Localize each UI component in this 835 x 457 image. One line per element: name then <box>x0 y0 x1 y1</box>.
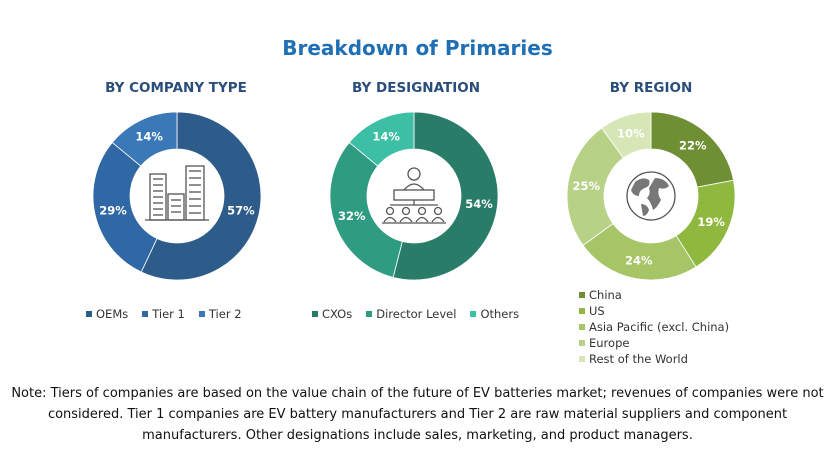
donut-slice <box>329 141 403 278</box>
legend-item: Europe <box>579 336 729 350</box>
legend-swatch <box>198 311 205 317</box>
slice-data-label: 19% <box>697 215 725 229</box>
slice-data-label: 25% <box>573 179 601 193</box>
legend-label: Asia Pacific (excl. China) <box>589 320 730 334</box>
legend-item: Rest of the World <box>579 352 729 366</box>
legend-item: OEMs <box>86 307 128 321</box>
legend-swatch <box>579 340 585 346</box>
legend-swatch <box>579 292 585 298</box>
donut-slice <box>601 111 652 159</box>
globe-icon <box>626 171 676 221</box>
slice-data-label: 24% <box>625 253 653 267</box>
legend-company-type: OEMs Tier 1 Tier 2 <box>86 307 242 321</box>
legend-label: Europe <box>589 336 630 350</box>
slice-data-label: 14% <box>372 130 400 144</box>
donut-slice <box>92 141 158 273</box>
footnote: Note: Tiers of companies are based on th… <box>11 386 824 443</box>
legend-label: Rest of the World <box>589 352 688 366</box>
donut-slice <box>348 111 415 167</box>
chart-title-region: BY REGION <box>609 80 693 96</box>
legend-label: CXOs <box>322 307 353 321</box>
donut-slice <box>111 111 178 167</box>
legend-item: China <box>579 288 729 302</box>
slice-data-label: 22% <box>679 139 707 153</box>
legend-label: China <box>589 288 622 302</box>
slice-data-label: 32% <box>338 209 366 223</box>
legend-swatch <box>579 356 585 362</box>
legend-swatch <box>312 311 318 317</box>
legend-item: Tier 1 <box>142 307 185 321</box>
org-chart-icon <box>382 167 446 224</box>
slice-data-label: 10% <box>617 127 645 141</box>
donut-slice <box>566 127 624 246</box>
chart-title-company-type: BY COMPANY TYPE <box>105 80 247 96</box>
slice-data-label: 14% <box>135 130 163 144</box>
legend-label: US <box>589 304 605 318</box>
legend-label: Director Level <box>376 307 457 321</box>
legend-item: Director Level <box>366 307 456 321</box>
legend-item: Asia Pacific (excl. China) <box>579 320 729 334</box>
legend-label: OEMs <box>96 307 129 321</box>
donut-chart-designation: 54% 32% 14% <box>329 111 499 281</box>
legend-swatch <box>579 324 585 330</box>
legend-swatch <box>579 308 585 314</box>
page-title: Breakdown of Primaries <box>282 36 553 60</box>
legend-item: Tier 2 <box>198 307 242 321</box>
slice-data-label: 29% <box>99 203 127 217</box>
legend-swatch <box>366 311 373 317</box>
slice-data-label: 57% <box>227 203 255 217</box>
donut-slice <box>140 111 262 281</box>
legend-item: CXOs <box>312 307 352 321</box>
legend-region: China US Asia Pacific (excl. China) Europe R… <box>579 288 729 366</box>
chart-title-designation: BY DESIGNATION <box>352 80 480 96</box>
legend-label: Tier 1 <box>152 307 185 321</box>
legend-swatch <box>86 311 92 317</box>
legend-item: Others <box>470 307 519 321</box>
slice-data-label: 54% <box>465 197 493 211</box>
legend-designation: CXOs Director Level Others <box>312 307 519 321</box>
legend-label: Others <box>480 307 520 321</box>
legend-swatch <box>470 311 477 317</box>
buildings-icon <box>145 165 209 221</box>
donut-chart-company-type: 57% 29% 14% <box>92 111 262 281</box>
donut-slice <box>392 111 499 281</box>
legend-swatch <box>142 311 149 317</box>
legend-item: US <box>579 304 729 318</box>
legend-label: Tier 2 <box>208 307 242 321</box>
donut-chart-region: 22% 19% 24% 25% 10% <box>566 111 736 281</box>
